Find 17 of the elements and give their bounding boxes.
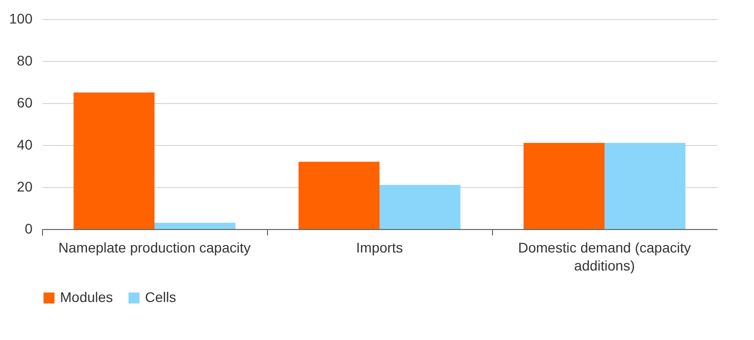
bar bbox=[380, 184, 460, 229]
legend-label: Cells bbox=[145, 289, 176, 305]
y-tick-label: 100 bbox=[9, 10, 33, 26]
y-tick-label: 80 bbox=[16, 52, 33, 68]
y-tick-label: 20 bbox=[16, 178, 33, 194]
bar bbox=[604, 142, 686, 229]
bar bbox=[298, 162, 380, 229]
x-tick-label: Imports bbox=[356, 240, 403, 256]
y-tick-label: 0 bbox=[24, 220, 33, 236]
legend-label: Modules bbox=[60, 289, 113, 305]
x-tick-label: Nameplate production capacity bbox=[58, 240, 251, 256]
y-tick-label: 40 bbox=[16, 136, 33, 152]
bar bbox=[74, 92, 154, 229]
bar bbox=[154, 222, 236, 229]
bar bbox=[524, 142, 604, 229]
y-tick-label: 60 bbox=[16, 94, 33, 110]
x-tick-label: Domestic demand (capacity additions) bbox=[518, 240, 691, 274]
